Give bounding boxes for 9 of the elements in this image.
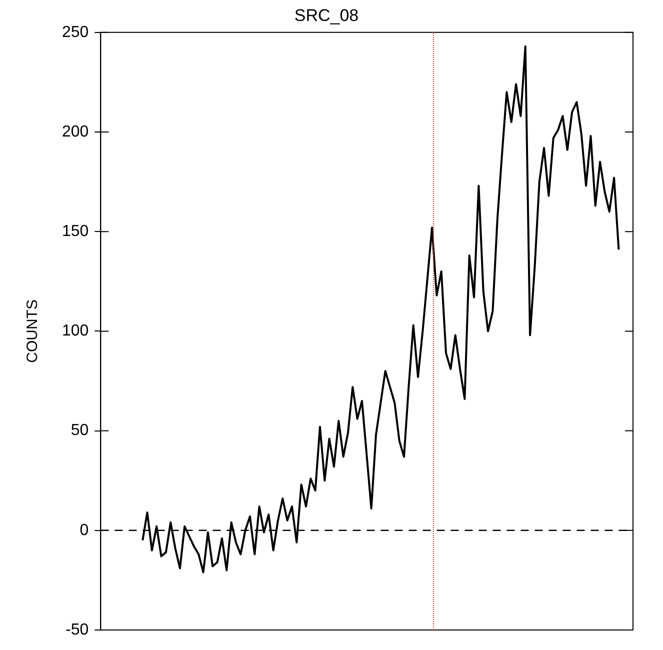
y-tick-label: -50	[66, 621, 89, 638]
y-tick-label: 0	[80, 522, 89, 539]
y-tick-label: 150	[62, 223, 89, 240]
y-tick-label: 100	[62, 322, 89, 340]
y-tick-label: 50	[70, 422, 89, 440]
y-tick-label: 200	[62, 123, 89, 140]
y-axis-title: COUNTS	[24, 300, 42, 363]
y-tick-label: 250	[62, 24, 89, 41]
chart-title: SRC_08	[294, 6, 359, 25]
